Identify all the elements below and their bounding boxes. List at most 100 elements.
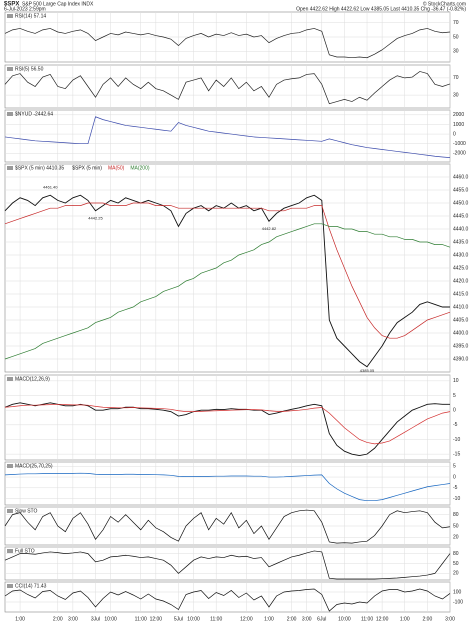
x-tick-label: 1:00: [264, 616, 274, 622]
y-tick-label: 20: [453, 571, 459, 577]
legend-entry: $SPX (5 min): [72, 165, 102, 171]
y-tick-label: 80: [453, 551, 459, 557]
y-tick-label: 4390.0: [453, 356, 469, 362]
panel-title-swatch: [7, 67, 13, 71]
panel-title: $NYUD -2442.64: [15, 111, 53, 117]
y-tick-label: 30: [453, 92, 459, 98]
x-tick-label: 12:00: [376, 616, 389, 622]
x-tick-label: 2:00: [287, 616, 297, 622]
x-tick-label: 1:00: [400, 616, 410, 622]
panel-title-swatch: [7, 377, 13, 381]
y-tick-label: -2000: [453, 151, 466, 157]
y-tick-label: 4425.0: [453, 265, 469, 271]
y-tick-label: -10: [453, 437, 460, 443]
y-tick-label: 50: [453, 523, 459, 529]
y-tick-label: -5: [453, 485, 458, 491]
y-tick-label: 4450.0: [453, 200, 469, 206]
credit: © StockCharts.com: [423, 0, 466, 7]
y-tick-label: -10: [453, 496, 460, 502]
panel-title-swatch: [7, 112, 13, 116]
panel-title-swatch: [7, 509, 13, 513]
panel-title: $SPX (5 min) 4410.35: [15, 165, 64, 171]
y-tick-label: 100: [453, 589, 462, 595]
x-tick-label: 6Jul: [317, 616, 326, 622]
y-tick-label: 30: [453, 49, 459, 55]
panel-title: CCI(14) 71.43: [15, 583, 47, 589]
y-tick-label: 4455.0: [453, 187, 469, 193]
series-line: [4, 403, 451, 445]
quote: Open 4422.62 High 4422.62 Low 4385.05 La…: [296, 6, 466, 12]
series-line: [4, 116, 451, 158]
series-line: [4, 28, 451, 59]
series-line: [4, 71, 451, 105]
series-line: [4, 223, 451, 360]
y-tick-label: 4445.0: [453, 213, 469, 219]
x-tick-label: 3:00: [68, 616, 78, 622]
x-tick-label: 3Jul: [91, 616, 100, 622]
symbol: $SPX: [4, 2, 19, 8]
y-tick-label: 4415.0: [453, 291, 469, 297]
panel-title-swatch: [7, 584, 13, 588]
y-tick-label: 4405.0: [453, 317, 469, 323]
series-line: [4, 509, 451, 544]
y-tick-label: 4460.0: [453, 174, 469, 180]
y-tick-label: -5: [453, 422, 458, 428]
y-tick-label: 70: [453, 75, 459, 81]
x-tick-label: 12:00: [150, 616, 163, 622]
series-line: [4, 472, 451, 502]
y-tick-label: 50: [453, 34, 459, 40]
y-tick-label: 0: [453, 131, 456, 137]
panel-title: MACD(12,26,9): [15, 376, 50, 382]
y-tick-label: -100: [453, 599, 463, 605]
y-tick-label: 4430.0: [453, 252, 469, 258]
y-tick-label: -15: [453, 451, 460, 457]
y-tick-label: 0: [453, 408, 456, 414]
y-tick-label: 50: [453, 561, 459, 567]
x-tick-label: 10:00: [187, 616, 200, 622]
price-annotation: 4442.25: [88, 216, 103, 221]
panel-title-swatch: [7, 166, 13, 170]
y-tick-label: 4395.0: [453, 343, 469, 349]
price-annotation: 4442.82: [262, 226, 277, 231]
panel-title: Slow STO: [15, 508, 38, 514]
panel-title-swatch: [7, 464, 13, 468]
x-tick-label: 2:00: [53, 616, 63, 622]
x-tick-label: 12:00: [240, 616, 253, 622]
series-line: [4, 202, 451, 339]
x-tick-label: 3:00: [302, 616, 312, 622]
y-tick-label: 1000: [453, 122, 464, 128]
y-tick-label: 10: [453, 378, 459, 384]
series-line: [4, 588, 451, 612]
legend-entry: MA(50): [108, 165, 125, 171]
y-tick-label: 80: [453, 512, 459, 518]
x-tick-label: 2:00: [423, 616, 433, 622]
y-tick-label: 4400.0: [453, 330, 469, 336]
symbol-name: S&P 500 Large Cap Index INDX: [22, 1, 94, 7]
x-tick-label: 1:00: [15, 616, 25, 622]
y-tick-label: 5: [453, 464, 456, 470]
series-line: [4, 194, 450, 368]
legend-entry: MA(200): [130, 165, 150, 171]
panel-title: Full STO: [15, 548, 35, 554]
y-tick-label: 5: [453, 393, 456, 399]
y-tick-label: 20: [453, 535, 459, 541]
date: 6-Jul-2023 2:59pm: [4, 6, 46, 12]
y-tick-label: 4435.0: [453, 239, 469, 245]
x-tick-label: 11:00: [361, 616, 373, 622]
y-tick-label: -1000: [453, 141, 466, 147]
y-tick-label: 4420.0: [453, 278, 469, 284]
y-tick-label: 0: [453, 474, 456, 480]
y-tick-label: 70: [453, 20, 459, 26]
price-annotation: 4385.05: [360, 368, 375, 373]
x-tick-label: 11:00: [135, 616, 147, 622]
y-tick-label: 2000: [453, 112, 464, 118]
x-tick-label: 3:00: [445, 616, 455, 622]
panel-title-swatch: [7, 549, 13, 553]
x-tick-label: 5Jul: [174, 616, 183, 622]
y-tick-label: 4440.0: [453, 226, 469, 232]
panel-title: MACD(25,70,25): [15, 463, 53, 469]
x-tick-label: 10:00: [104, 616, 117, 622]
panel-title: RSI(5) 56.50: [15, 66, 44, 72]
y-tick-label: 4410.0: [453, 304, 469, 310]
x-tick-label: 10:00: [338, 616, 351, 622]
